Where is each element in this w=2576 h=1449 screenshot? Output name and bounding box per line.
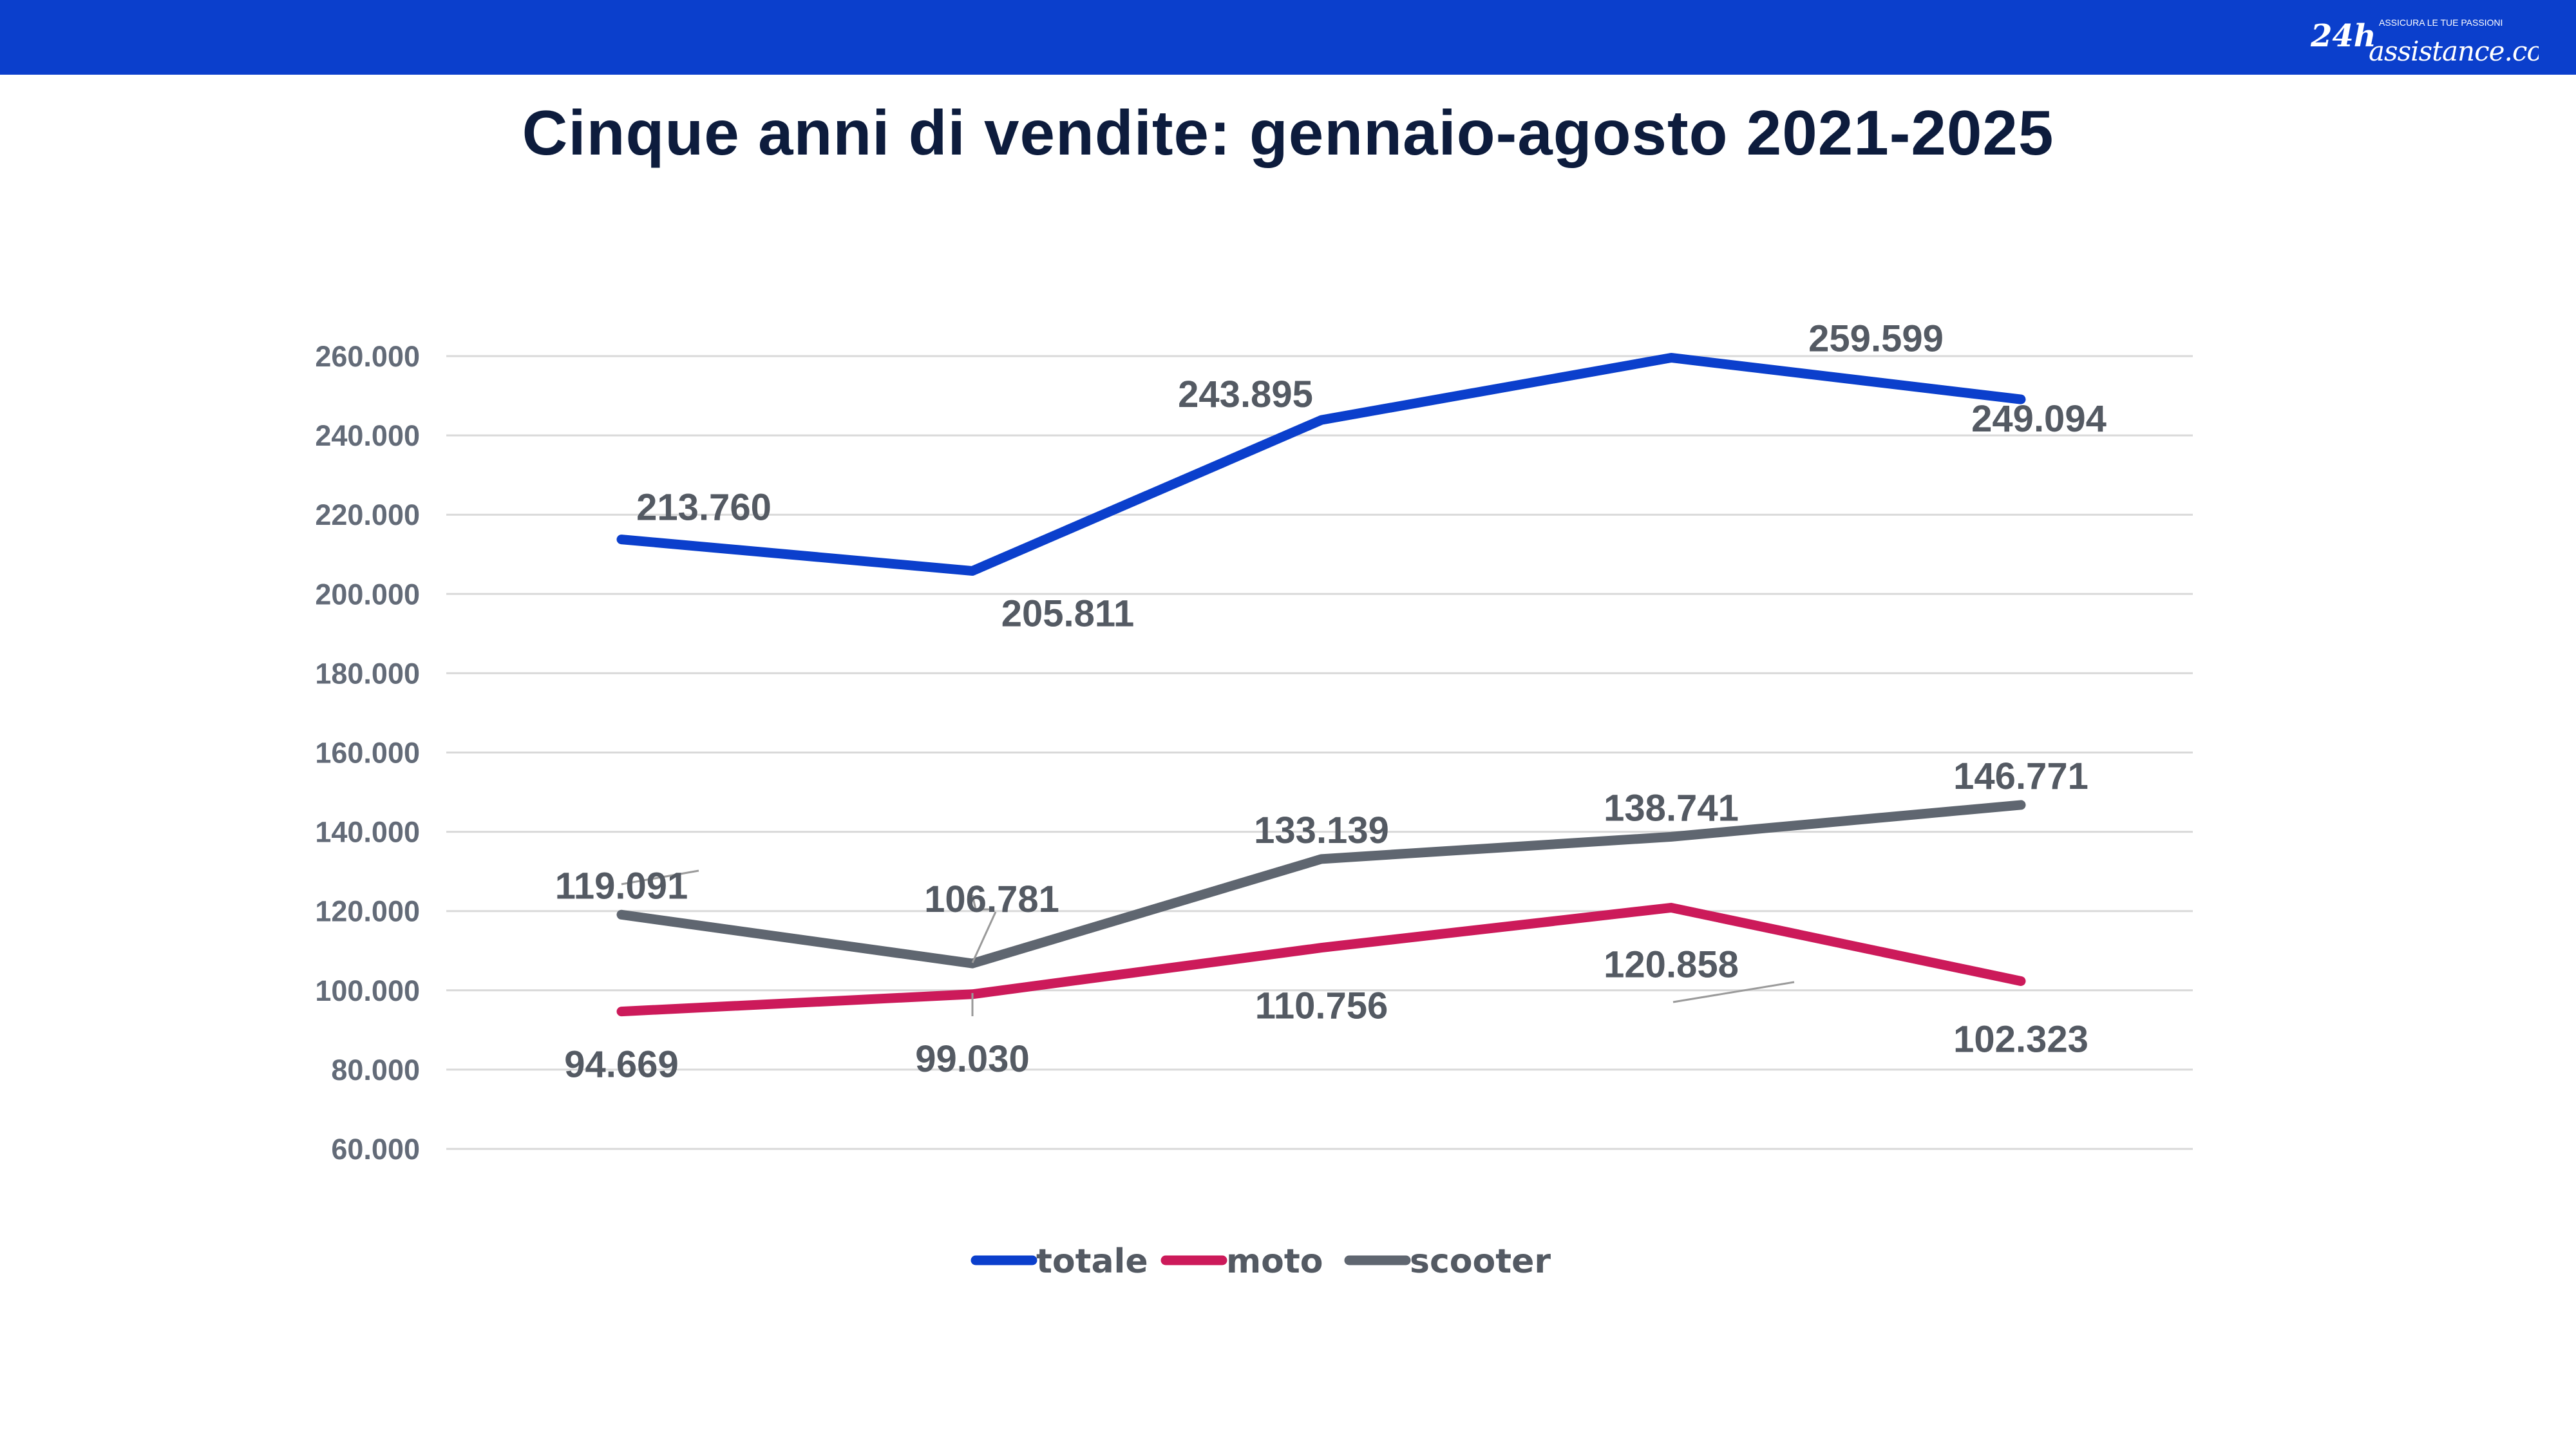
leader-line bbox=[971, 895, 992, 911]
data-label-scooter: 119.091 bbox=[555, 865, 688, 907]
chart-title: Cinque anni di vendite: gennaio-agosto 2… bbox=[522, 97, 2054, 168]
data-point-scooter bbox=[2020, 804, 2022, 806]
data-label-moto: 94.669 bbox=[564, 1044, 678, 1086]
data-point-scooter bbox=[621, 914, 622, 916]
data-point-totale bbox=[972, 570, 973, 572]
data-point-moto bbox=[1321, 947, 1322, 949]
leader-line bbox=[971, 911, 997, 963]
y-tick-label: 160.000 bbox=[315, 737, 420, 770]
svg-text:assistance.com: assistance.com bbox=[2369, 35, 2539, 67]
y-tick-label: 140.000 bbox=[315, 816, 420, 849]
legend-label-scooter: scooter bbox=[1410, 1242, 1551, 1281]
y-tick-label: 260.000 bbox=[315, 340, 420, 373]
data-point-moto bbox=[621, 1010, 622, 1012]
data-label-moto: 99.030 bbox=[915, 1038, 1029, 1080]
y-tick-label: 220.000 bbox=[315, 498, 420, 531]
data-label-scooter: 146.771 bbox=[1953, 755, 2088, 797]
data-label-totale: 205.811 bbox=[1001, 593, 1134, 635]
data-point-scooter bbox=[1671, 836, 1672, 838]
y-tick-label: 180.000 bbox=[315, 657, 420, 690]
leader-line bbox=[621, 869, 699, 886]
data-label-scooter: 138.741 bbox=[1604, 787, 1739, 829]
data-point-scooter bbox=[1321, 858, 1322, 860]
data-point-moto bbox=[1671, 907, 1672, 909]
svg-text:ASSICURA LE TUE PASSIONI: ASSICURA LE TUE PASSIONI bbox=[2379, 17, 2503, 28]
legend-label-moto: moto bbox=[1226, 1242, 1323, 1281]
leader-line bbox=[1672, 981, 1795, 1003]
data-point-scooter bbox=[972, 963, 973, 965]
data-point-totale bbox=[1671, 357, 1672, 359]
data-label-totale: 243.895 bbox=[1178, 374, 1313, 415]
data-label-moto: 110.756 bbox=[1255, 985, 1388, 1027]
header-bar bbox=[0, 0, 2576, 75]
data-label-totale: 259.599 bbox=[1808, 317, 1944, 359]
y-tick-label: 120.000 bbox=[315, 895, 420, 928]
data-label-moto: 102.323 bbox=[1953, 1019, 2088, 1061]
svg-text:24h: 24h bbox=[2310, 18, 2376, 54]
data-point-moto bbox=[2020, 980, 2022, 982]
y-tick-label: 60.000 bbox=[331, 1133, 420, 1166]
y-tick-label: 100.000 bbox=[315, 974, 420, 1007]
data-label-moto: 120.858 bbox=[1604, 943, 1739, 985]
data-label-totale: 249.094 bbox=[1971, 398, 2107, 440]
data-point-totale bbox=[2020, 399, 2022, 401]
y-tick-label: 240.000 bbox=[315, 419, 420, 452]
legend-label-totale: totale bbox=[1036, 1242, 1148, 1281]
data-point-totale bbox=[1321, 419, 1322, 421]
data-point-totale bbox=[621, 538, 622, 540]
data-label-totale: 213.760 bbox=[636, 487, 772, 529]
data-label-scooter: 106.781 bbox=[924, 878, 1059, 920]
y-tick-label: 200.000 bbox=[315, 578, 420, 611]
y-tick-label: 80.000 bbox=[331, 1054, 420, 1086]
data-label-scooter: 133.139 bbox=[1254, 810, 1389, 851]
series-line-totale bbox=[616, 352, 2026, 576]
brand-logo: 24h assistance.com ASSICURA LE TUE PASSI… bbox=[2310, 17, 2539, 67]
